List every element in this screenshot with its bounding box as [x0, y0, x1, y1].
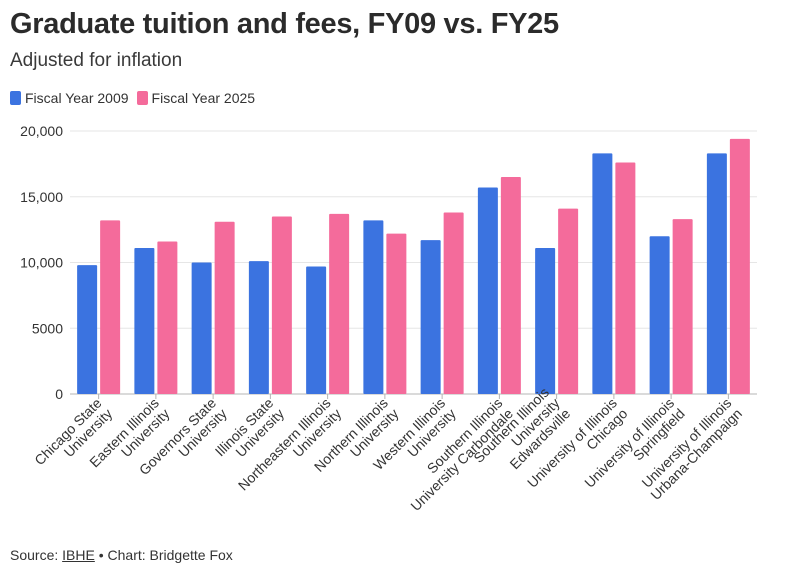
bar-fy2025	[329, 213, 350, 394]
bar-fy2009	[248, 261, 269, 394]
bar-fy2025	[443, 212, 464, 394]
y-tick-label: 5000	[32, 320, 63, 336]
y-tick-label: 20,000	[20, 123, 63, 139]
legend-swatch-fy2009	[10, 91, 21, 105]
bar-fy2009	[477, 187, 498, 394]
bar-fy2025	[672, 219, 693, 394]
source-label: Source:	[10, 547, 59, 563]
y-tick-label: 15,000	[20, 189, 63, 205]
bar-fy2025	[729, 138, 750, 394]
bar-fy2009	[134, 248, 155, 394]
x-tick-label: Chicago StateUniversity	[31, 395, 115, 479]
y-tick-label: 0	[55, 386, 63, 402]
bar-fy2009	[649, 236, 670, 394]
bar-fy2009	[420, 240, 441, 394]
bar-fy2009	[592, 153, 613, 394]
legend-item-fy2009[interactable]: Fiscal Year 2009	[10, 90, 129, 106]
bar-fy2009	[77, 265, 98, 394]
source-line: Source: IBHE • Chart: Bridgette Fox	[10, 547, 233, 563]
bar-fy2025	[271, 216, 292, 394]
bar-fy2009	[191, 262, 212, 394]
bar-fy2025	[558, 208, 579, 394]
bar-fy2009	[706, 153, 727, 394]
bar-fy2025	[386, 233, 407, 394]
chart-credit: • Chart: Bridgette Fox	[98, 547, 233, 563]
source-link[interactable]: IBHE	[62, 547, 95, 563]
legend: Fiscal Year 2009 Fiscal Year 2025	[10, 90, 263, 106]
legend-swatch-fy2025	[136, 91, 148, 105]
bar-fy2025	[100, 220, 121, 394]
bar-fy2009	[535, 248, 556, 394]
bar-fy2025	[500, 177, 521, 394]
legend-label-fy2025: Fiscal Year 2025	[151, 90, 256, 106]
bar-fy2009	[306, 266, 327, 394]
bar-fy2025	[157, 241, 178, 394]
bar-fy2025	[214, 221, 235, 394]
bar-fy2025	[615, 162, 636, 394]
legend-item-fy2025[interactable]: Fiscal Year 2025	[136, 90, 256, 106]
chart-title: Graduate tuition and fees, FY09 vs. FY25	[10, 8, 559, 40]
chart-subtitle: Adjusted for inflation	[10, 50, 183, 71]
legend-label-fy2009: Fiscal Year 2009	[25, 90, 129, 106]
bar-fy2009	[363, 220, 384, 394]
y-tick-label: 10,000	[20, 255, 63, 271]
